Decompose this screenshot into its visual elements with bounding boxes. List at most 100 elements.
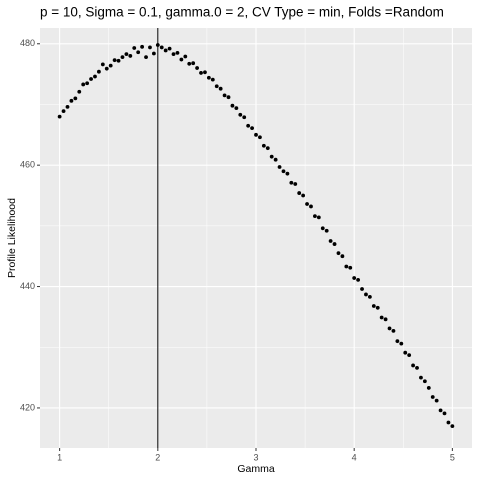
point <box>261 143 266 148</box>
point <box>65 105 70 109</box>
point <box>430 395 435 399</box>
point <box>434 398 439 403</box>
point <box>305 202 309 206</box>
point <box>316 215 321 220</box>
point <box>144 55 148 60</box>
point <box>203 70 207 75</box>
y-axis-label: Profile Likelihood <box>6 198 18 278</box>
point <box>73 96 78 101</box>
point <box>419 375 423 380</box>
point <box>167 46 172 51</box>
x-tick-label: 2 <box>155 452 160 462</box>
point <box>242 115 247 120</box>
point <box>269 154 274 159</box>
point <box>301 193 306 198</box>
point <box>450 424 455 429</box>
point <box>426 386 431 390</box>
point <box>100 62 105 67</box>
point <box>183 54 188 59</box>
point <box>206 75 211 80</box>
point <box>348 265 353 270</box>
point <box>57 114 62 119</box>
point <box>93 74 97 79</box>
point <box>446 420 451 425</box>
point <box>356 277 361 282</box>
point <box>148 45 152 50</box>
point <box>258 135 262 140</box>
point <box>399 341 404 346</box>
point <box>344 264 349 269</box>
point <box>218 86 223 91</box>
x-tick-label: 1 <box>57 452 62 462</box>
point <box>289 180 294 185</box>
point <box>320 226 325 231</box>
point <box>136 50 141 55</box>
point <box>352 276 357 280</box>
point <box>438 408 443 413</box>
point <box>364 292 368 297</box>
point <box>367 294 372 299</box>
point <box>360 287 364 291</box>
x-tick-label: 4 <box>352 452 357 462</box>
point <box>422 379 427 384</box>
point <box>238 112 243 117</box>
point <box>442 411 447 416</box>
point <box>175 50 180 55</box>
point <box>387 326 392 331</box>
point <box>163 48 168 53</box>
point <box>281 169 286 174</box>
point <box>375 305 380 310</box>
point <box>411 363 415 368</box>
point <box>171 52 176 56</box>
point <box>254 132 258 137</box>
point <box>226 95 231 100</box>
point <box>112 58 117 63</box>
point <box>120 55 125 60</box>
x-axis-label: Gamma <box>237 463 275 475</box>
point <box>199 71 203 75</box>
point <box>309 204 313 209</box>
point <box>222 93 227 98</box>
y-tick-label: 460 <box>20 160 35 170</box>
point <box>265 146 270 151</box>
point <box>151 51 156 56</box>
point <box>69 98 74 103</box>
plot-layer: 1 2 3 4 5 420 440 460 480 <box>20 28 472 462</box>
point <box>371 304 376 308</box>
point <box>332 242 337 246</box>
point <box>195 66 199 70</box>
point <box>214 84 219 89</box>
point <box>415 365 419 370</box>
point <box>108 63 113 68</box>
point <box>336 251 341 256</box>
y-tick-label: 440 <box>20 281 35 291</box>
y-tick-label: 420 <box>20 402 35 412</box>
point <box>97 69 101 74</box>
point <box>383 317 388 322</box>
point <box>277 165 282 169</box>
point <box>85 81 90 86</box>
y-tick-label: 480 <box>20 38 35 48</box>
point <box>246 123 251 128</box>
point <box>313 214 317 219</box>
point <box>407 353 412 358</box>
point <box>124 52 129 56</box>
point <box>116 58 121 63</box>
point <box>230 103 235 108</box>
point <box>340 254 345 259</box>
point <box>210 77 215 82</box>
point <box>250 126 254 131</box>
point <box>273 157 278 162</box>
point <box>234 106 239 111</box>
point <box>395 339 400 344</box>
point <box>104 66 109 71</box>
point <box>81 82 86 87</box>
point <box>403 350 408 355</box>
point <box>293 182 298 186</box>
point <box>159 45 164 50</box>
point <box>77 89 82 94</box>
x-tick-label: 5 <box>450 452 455 462</box>
point <box>391 328 396 333</box>
point <box>297 191 302 195</box>
